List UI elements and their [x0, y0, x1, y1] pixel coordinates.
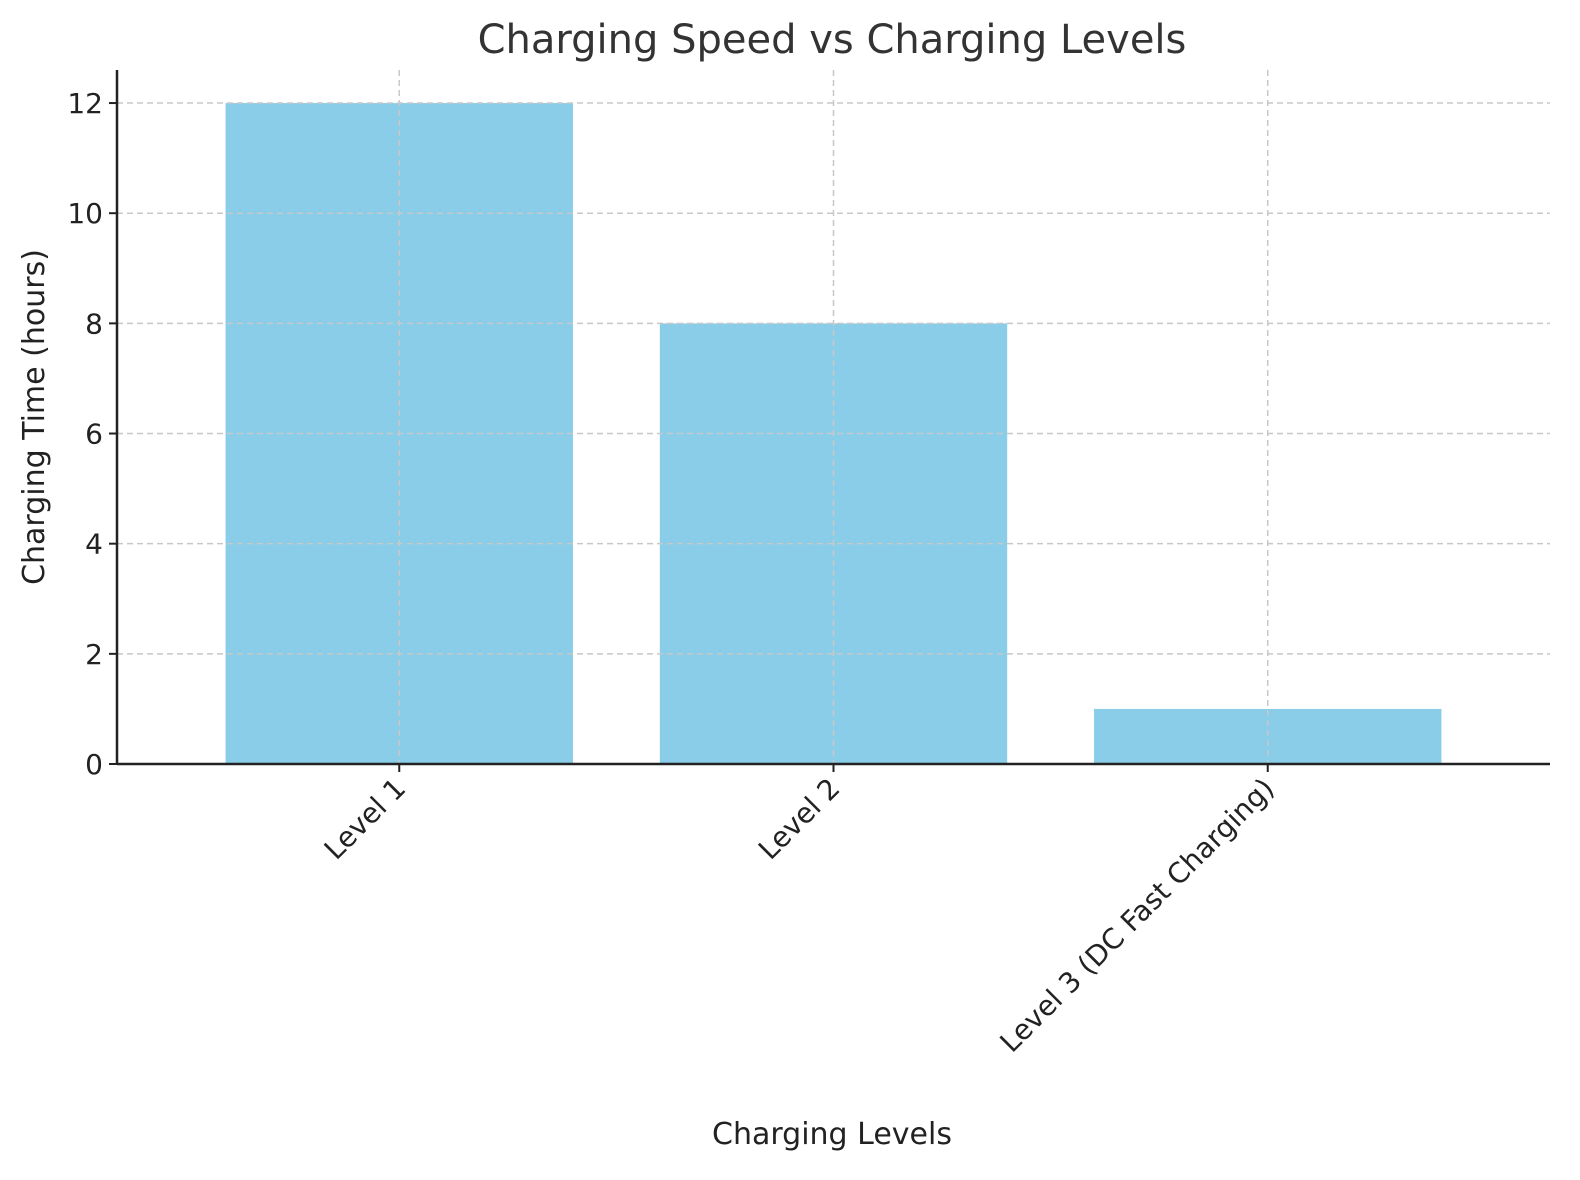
y-ticks: 0 2 4 6 8 10 12 [67, 87, 117, 781]
y-tick-label-0: 0 [85, 748, 103, 781]
x-tick-label-0: Level 1 [318, 772, 412, 866]
x-ticks: Level 1 Level 2 Level 3 (DC Fast Charging) [318, 764, 1281, 1059]
x-tick-label-2: Level 3 (DC Fast Charging) [994, 772, 1281, 1059]
y-axis-label: Charging Time (hours) [17, 249, 52, 585]
chart-title: Charging Speed vs Charging Levels [478, 17, 1187, 63]
y-tick-label-3: 6 [85, 418, 103, 451]
x-tick-label-1: Level 2 [752, 772, 846, 866]
x-axis-label: Charging Levels [712, 1117, 952, 1152]
y-tick-label-6: 12 [67, 87, 103, 120]
y-tick-label-2: 4 [85, 528, 103, 561]
y-tick-label-1: 2 [85, 638, 103, 671]
y-tick-label-5: 10 [67, 197, 103, 230]
y-tick-label-4: 8 [85, 307, 103, 340]
